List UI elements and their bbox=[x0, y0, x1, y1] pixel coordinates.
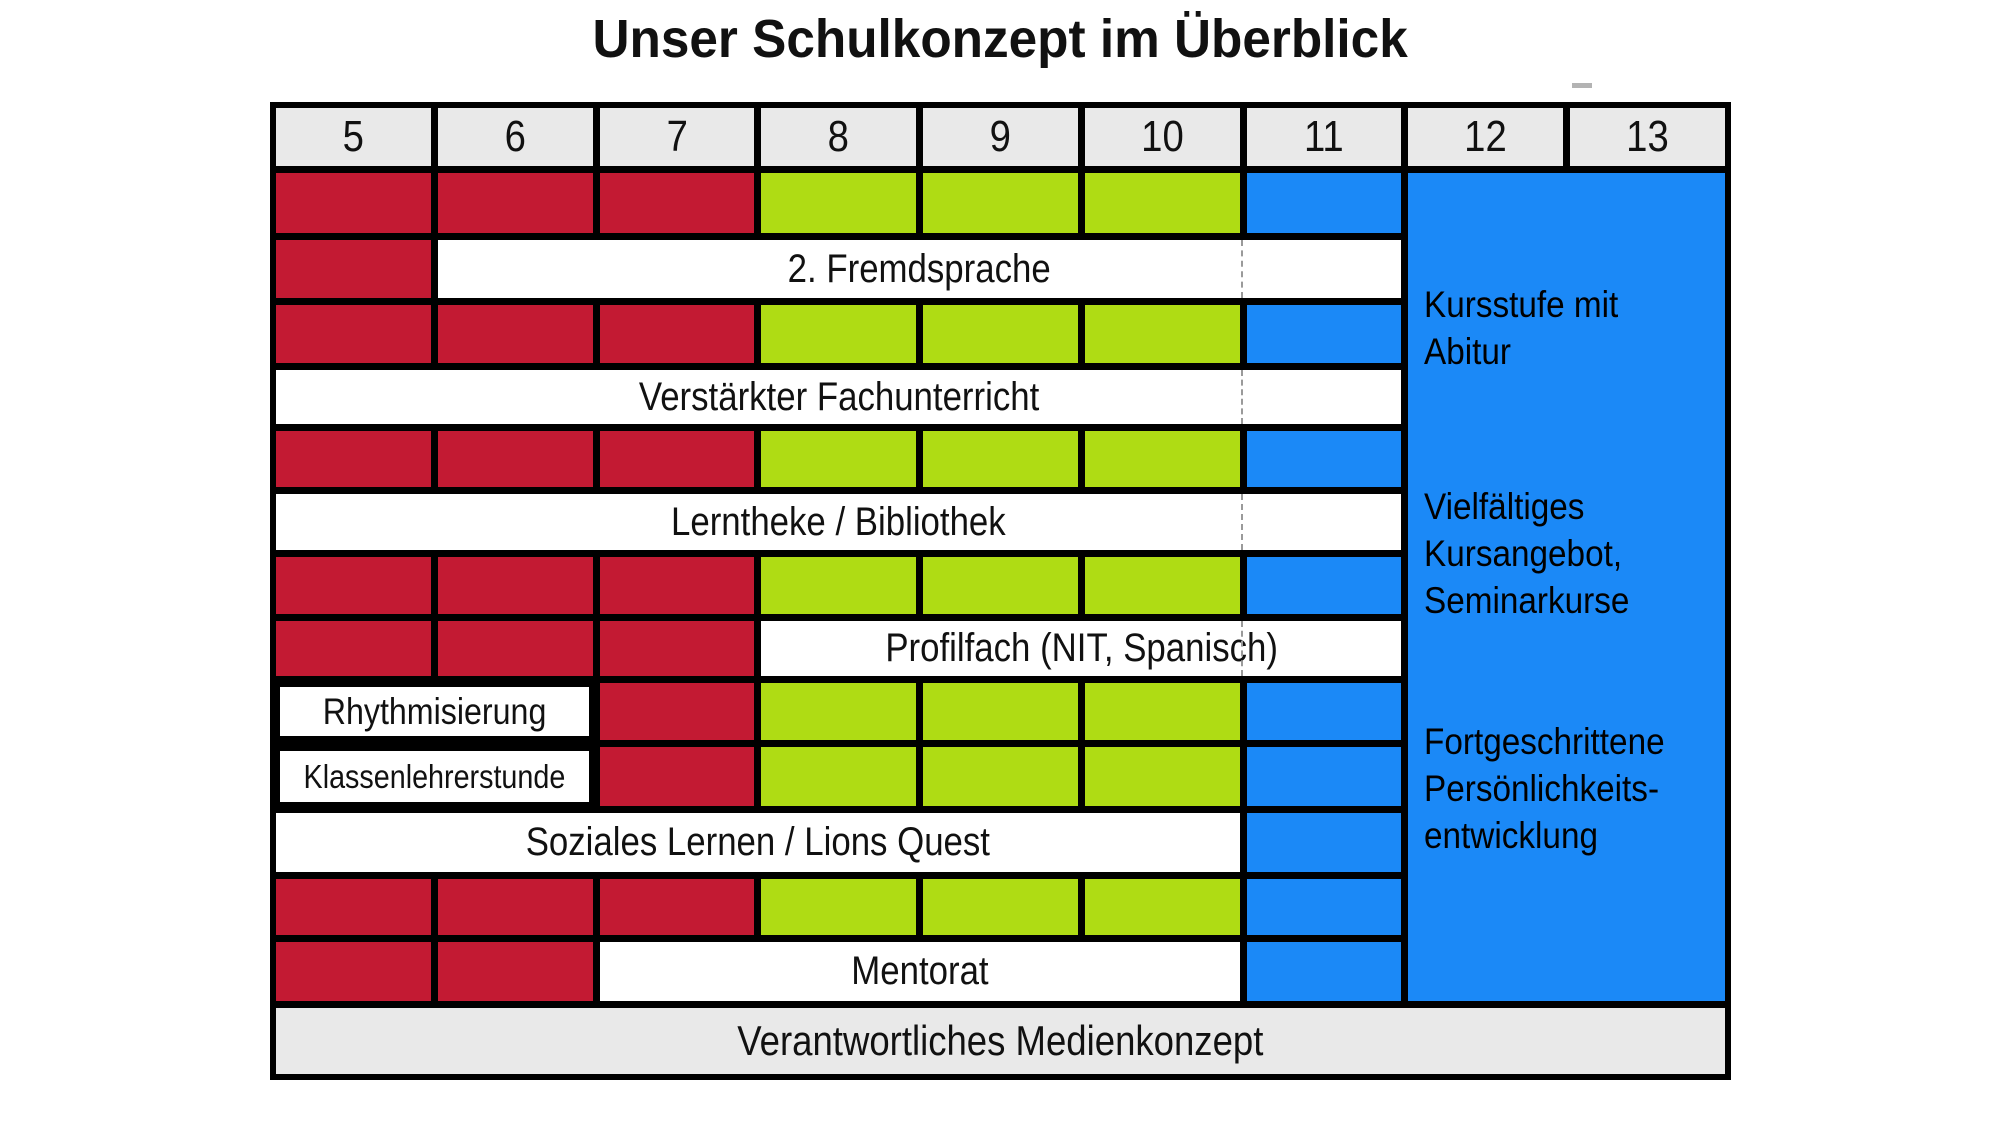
cell-red bbox=[437, 557, 593, 614]
stray-dash-mark bbox=[1572, 83, 1592, 88]
cell-blue bbox=[1246, 942, 1402, 1001]
cell-blue bbox=[1246, 173, 1402, 233]
cell-green bbox=[1084, 431, 1240, 487]
cell-red bbox=[437, 305, 593, 363]
concept-grid: 5 6 7 8 9 10 11 12 13 Kursstufe mit Abit… bbox=[270, 102, 1731, 1080]
column-header-5: 5 bbox=[276, 108, 431, 166]
cell-red bbox=[276, 173, 431, 233]
cell-red bbox=[276, 240, 431, 298]
column-header-12: 12 bbox=[1408, 108, 1564, 166]
cell-red bbox=[276, 557, 431, 614]
kursstufe-panel: Kursstufe mit Abitur Vielfältiges Kursan… bbox=[1408, 173, 1725, 1001]
cell-green bbox=[923, 747, 1078, 806]
panel-text-persoenlichkeit: Fortgeschrittene Persönlichkeits- entwic… bbox=[1424, 721, 1666, 856]
panel-text-kursangebot: Vielfältiges Kursangebot, Seminarkurse bbox=[1424, 486, 1630, 621]
cell-blue bbox=[1246, 747, 1402, 806]
cell-green bbox=[1084, 683, 1240, 740]
cell-blue bbox=[1246, 813, 1402, 872]
band-lerntheke-bibliothek: Lerntheke / Bibliothek bbox=[276, 494, 1402, 550]
cell-green bbox=[923, 431, 1078, 487]
cell-green bbox=[923, 683, 1078, 740]
cell-red bbox=[437, 879, 593, 935]
column-header-8: 8 bbox=[761, 108, 917, 166]
band-medienkonzept: Verantwortliches Medienkonzept bbox=[276, 1008, 1725, 1074]
cell-green bbox=[1084, 879, 1240, 935]
cell-green bbox=[761, 557, 917, 614]
dashed-divider bbox=[1241, 370, 1244, 424]
column-header-10: 10 bbox=[1084, 108, 1240, 166]
cell-green bbox=[1084, 557, 1240, 614]
dashed-divider bbox=[1241, 240, 1244, 298]
cell-red bbox=[276, 942, 431, 1001]
box-klassenlehrerstunde: Klassenlehrerstunde bbox=[276, 747, 593, 806]
cell-green bbox=[761, 431, 917, 487]
cell-blue bbox=[1246, 557, 1402, 614]
cell-green bbox=[923, 173, 1078, 233]
page-title: Unser Schulkonzept im Überblick bbox=[0, 8, 2000, 70]
band-profilfach: Profilfach (NIT, Spanisch) bbox=[761, 621, 1402, 676]
cell-red bbox=[599, 683, 755, 740]
cell-green bbox=[1084, 305, 1240, 363]
cell-red bbox=[437, 942, 593, 1001]
cell-red bbox=[276, 305, 431, 363]
band-soziales-lernen: Soziales Lernen / Lions Quest bbox=[276, 813, 1240, 872]
cell-green bbox=[1084, 173, 1240, 233]
cell-red bbox=[599, 305, 755, 363]
cell-green bbox=[923, 879, 1078, 935]
cell-red bbox=[437, 621, 593, 676]
cell-green bbox=[761, 173, 917, 233]
box-rhythmisierung: Rhythmisierung bbox=[276, 683, 593, 740]
cell-red bbox=[599, 431, 755, 487]
cell-red bbox=[276, 879, 431, 935]
cell-green bbox=[923, 557, 1078, 614]
cell-red bbox=[599, 557, 755, 614]
cell-red bbox=[599, 747, 755, 806]
cell-red bbox=[599, 621, 755, 676]
column-header-6: 6 bbox=[437, 108, 593, 166]
dashed-divider bbox=[1241, 494, 1244, 550]
column-header-9: 9 bbox=[923, 108, 1078, 166]
cell-green bbox=[761, 747, 917, 806]
band-fremdsprache: 2. Fremdsprache bbox=[437, 240, 1402, 298]
cell-red bbox=[276, 621, 431, 676]
column-header-7: 7 bbox=[599, 108, 755, 166]
cell-red bbox=[276, 431, 431, 487]
cell-blue bbox=[1246, 305, 1402, 363]
cell-red bbox=[437, 431, 593, 487]
column-header-11: 11 bbox=[1246, 108, 1402, 166]
cell-green bbox=[1084, 747, 1240, 806]
dashed-divider bbox=[1241, 621, 1244, 676]
cell-green bbox=[761, 683, 917, 740]
panel-text-kursstufe: Kursstufe mit Abitur bbox=[1424, 284, 1619, 372]
cell-blue bbox=[1246, 879, 1402, 935]
cell-green bbox=[761, 305, 917, 363]
cell-red bbox=[599, 173, 755, 233]
column-header-13: 13 bbox=[1570, 108, 1725, 166]
cell-red bbox=[437, 173, 593, 233]
band-verstaerkter-fachunterricht: Verstärkter Fachunterricht bbox=[276, 370, 1402, 424]
page-title-text: Unser Schulkonzept im Überblick bbox=[592, 9, 1408, 69]
cell-green bbox=[923, 305, 1078, 363]
cell-blue bbox=[1246, 683, 1402, 740]
cell-red bbox=[599, 879, 755, 935]
cell-blue bbox=[1246, 431, 1402, 487]
cell-green bbox=[761, 879, 917, 935]
band-mentorat: Mentorat bbox=[599, 942, 1240, 1001]
